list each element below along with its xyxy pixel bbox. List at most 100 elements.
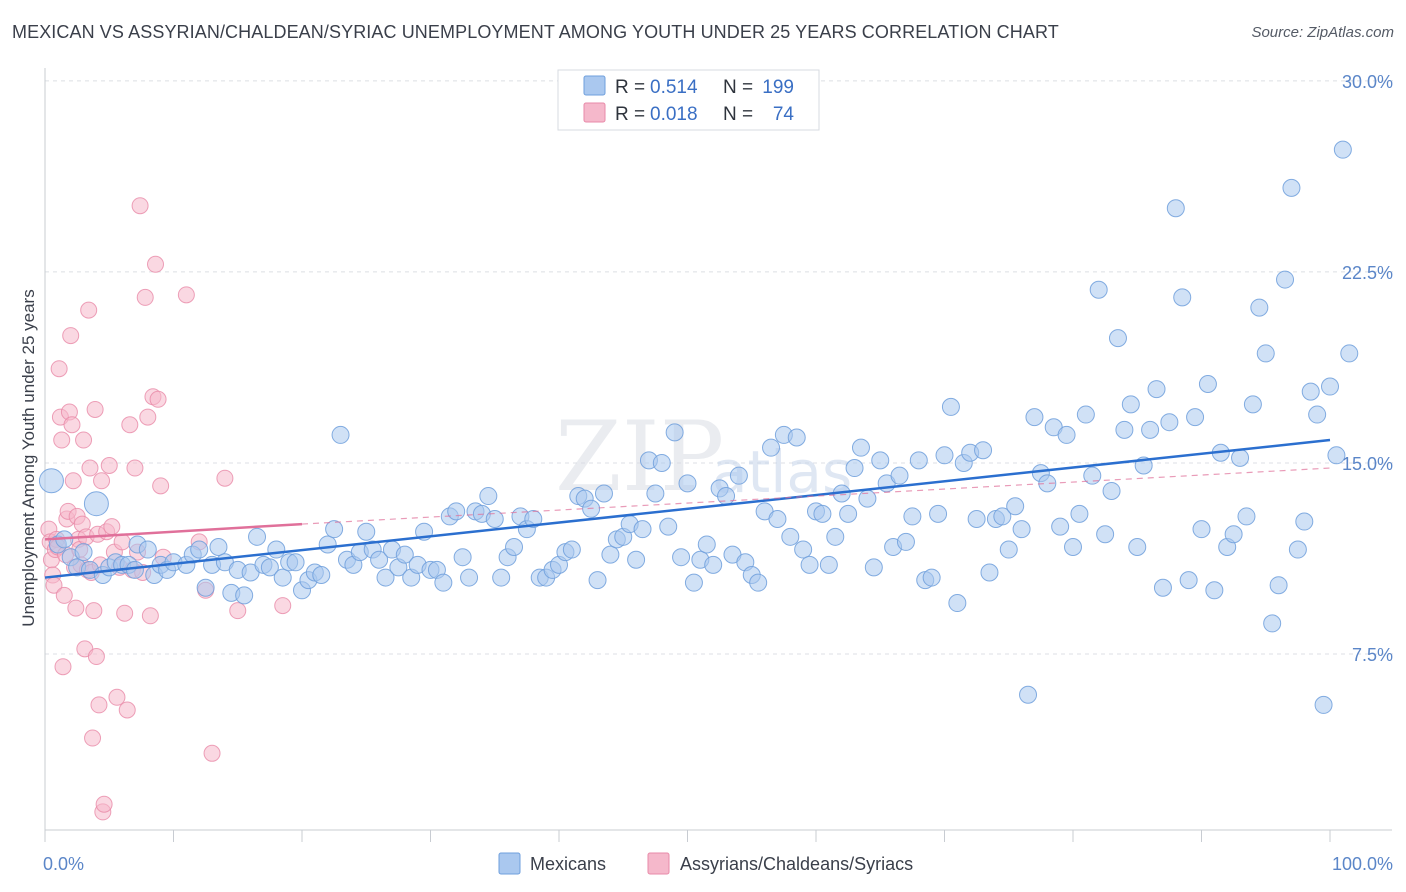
x-tick-label-0: 0.0% [43,854,84,874]
mexican-point-117 [800,555,819,574]
mexican-point-164 [1102,481,1121,500]
mexican-point-131 [890,466,909,485]
mexican-point-60 [434,573,453,592]
assyrian-point-72 [229,602,247,620]
assyrian-point-35 [85,602,103,620]
y-axis-label: Unemployment Among Youth under 25 years [19,289,38,626]
assyrian-point-31 [80,301,98,319]
mexican-point-174 [1166,199,1185,218]
mexican-point-158 [1064,538,1082,557]
mexican-point-198 [1321,377,1339,396]
mexican-point-136 [922,568,941,587]
assyrian-point-53 [121,416,139,434]
mexican-point-188 [1256,344,1275,363]
legend-swatch-mexicans [583,75,606,96]
mexican-point-119 [813,504,832,523]
mexican-point-149 [1006,497,1025,516]
assyrian-trend-line [44,522,303,541]
assyrian-point-12 [55,586,73,604]
assyrian-point-67 [177,286,195,304]
assyrian-point-21 [67,599,85,617]
y-tick-label-3: 30.0% [1342,72,1393,92]
mexican-point-167 [1121,395,1140,414]
mexican-point-109 [749,573,768,592]
mexican-trend-line [44,438,1331,579]
mexican-point-104 [717,487,736,506]
mexican-point-168 [1128,538,1147,557]
mexican-point-150 [1012,520,1031,539]
assyrian-point-37 [87,648,105,666]
mexican-point-51 [376,568,395,587]
legend-r-value-1: 0.514 [650,77,698,98]
mexican-point-13 [125,560,144,579]
x-tick-label-1: 100.0% [1332,854,1393,874]
assyrian-point-61 [141,607,159,625]
assyrian-point-48 [108,688,126,706]
mexican-point-190 [1269,576,1288,595]
assyrian-point-11 [54,658,72,676]
mexican-point-179 [1198,374,1217,393]
mexican-point-178 [1192,520,1211,539]
mexican-point-91 [633,520,652,539]
mexican-point-120 [819,555,838,574]
mexican-point-192 [1282,178,1301,197]
mexican-points [38,140,1359,714]
mexican-point-139 [941,397,960,416]
mexican-point-48 [357,522,376,541]
mexican-point-124 [845,459,864,478]
assyrian-point-39 [90,696,108,714]
mexican-point-195 [1301,382,1320,401]
assyrian-point-32 [81,459,99,477]
mexican-point-191 [1276,270,1295,289]
mexican-point-171 [1147,380,1166,399]
y-tick-label-1: 15.0% [1342,454,1393,474]
mexican-point-74 [524,509,543,528]
mexican-point-163 [1096,525,1115,544]
mexican-point-184 [1231,448,1250,467]
mexican-point-33 [260,558,279,577]
assyrian-point-10 [53,431,71,449]
mexican-point-161 [1083,466,1102,485]
mexican-point-31 [248,527,267,546]
mexican-point-173 [1160,413,1179,432]
mexican-point-166 [1115,420,1134,439]
mexican-point-37 [286,553,305,572]
mexican-point-160 [1076,405,1095,424]
mexican-point-62 [447,502,466,521]
y-tick-label-2: 22.5% [1342,263,1393,283]
assyrian-point-36 [86,400,104,418]
mexican-point-98 [678,474,697,493]
legend-n-label-2: N = [723,104,753,125]
mexican-point-29 [235,586,254,605]
mexican-point-201 [1340,344,1359,363]
mexican-point-23 [196,578,215,597]
mexican-point-172 [1153,578,1172,597]
legend-swatch-assyrians [583,102,606,123]
mexican-point-5 [74,543,93,562]
mexican-point-95 [659,517,678,536]
tick-labels: 7.5% 15.0% 22.5% 30.0% 0.0% 100.0% [43,72,1393,874]
legend-r-label-2: R = [615,104,645,125]
mexican-point-115 [787,428,806,447]
mexican-point-0 [38,468,64,494]
assyrian-point-55 [126,459,144,477]
mexican-point-140 [948,594,967,613]
legend-r-label-1: R = [615,77,645,98]
assyrian-point-27 [75,431,93,449]
assyrian-point-59 [136,288,154,306]
mexican-point-68 [485,509,504,528]
bottom-legend-mexicans: Mexicans [530,854,606,874]
assyrian-point-18 [63,416,81,434]
mexican-point-116 [794,540,813,559]
assyrian-point-46 [103,518,121,536]
mexican-point-137 [929,504,948,523]
mexican-point-63 [453,548,472,567]
mexican-point-189 [1263,614,1282,633]
bottom-legend-swatch-assyrians [647,852,670,875]
legend-n-value-1: 199 [762,77,794,98]
mexican-point-159 [1070,504,1089,523]
mexican-point-71 [505,538,524,557]
mexican-point-101 [697,535,716,554]
mexican-point-80 [562,540,581,559]
mexican-point-35 [273,568,292,587]
